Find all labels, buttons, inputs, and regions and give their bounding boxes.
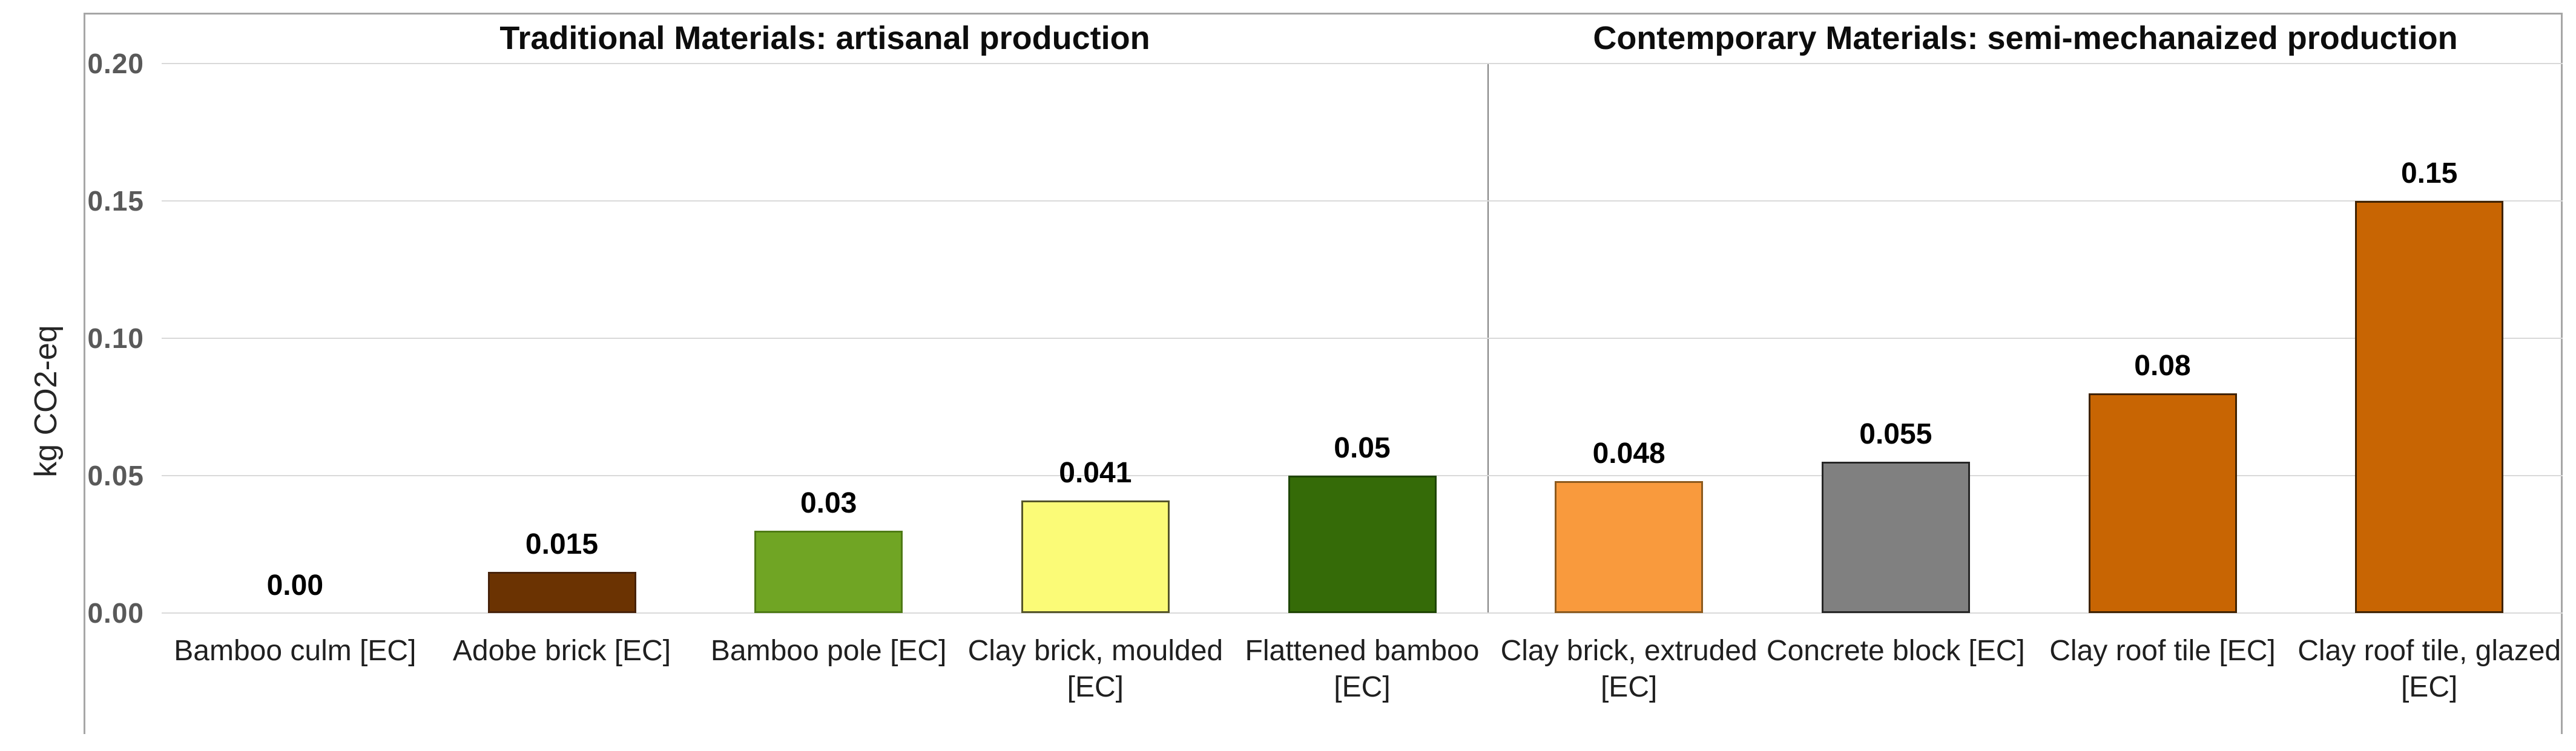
category-label: Clay brick, moulded [EC] — [962, 633, 1229, 706]
category-label-line: Clay roof tile, glazed — [2298, 635, 2561, 667]
category-label: Clay brick, extruded [EC] — [1495, 633, 1762, 706]
bar-contemporary-9 — [2355, 201, 2504, 613]
section-title-contemporary: Contemporary Materials: semi-mechanaized… — [1593, 20, 2458, 56]
category-label-line: [EC] — [1600, 671, 1658, 703]
gridline-0.20 — [162, 63, 2563, 64]
category-label-line: Adobe brick [EC] — [452, 635, 671, 667]
y-axis-title: kg CO2-eq — [28, 325, 64, 477]
category-label: Concrete block [EC] — [1762, 633, 2029, 669]
category-label-line: Bamboo pole [EC] — [710, 635, 947, 667]
bar-value-label: 0.041 — [1059, 456, 1132, 489]
category-label: Adobe brick [EC] — [429, 633, 696, 669]
y-tick-label-0.05: 0.05 — [87, 460, 144, 491]
bar-traditional-3 — [754, 530, 903, 613]
chart-border-top — [84, 13, 2563, 15]
chart-border-right — [2561, 13, 2563, 734]
category-label-line: Flattened bamboo — [1245, 635, 1480, 667]
bar-traditional-4 — [1021, 500, 1170, 613]
bar-contemporary-8 — [2088, 393, 2237, 613]
category-label-line: Clay brick, extruded — [1500, 635, 1757, 667]
gridline-0.15 — [162, 200, 2563, 202]
bar-contemporary-7 — [1821, 462, 1970, 613]
bar-contemporary-6 — [1555, 481, 1704, 613]
bar-value-label: 0.015 — [525, 528, 599, 560]
category-label-line: [EC] — [2400, 671, 2458, 703]
bar-value-label: 0.00 — [266, 569, 324, 602]
category-label-line: [EC] — [1334, 671, 1391, 703]
category-label: Bamboo pole [EC] — [695, 633, 962, 669]
bar-value-label: 0.08 — [2134, 349, 2191, 382]
category-label-line: [EC] — [1067, 671, 1124, 703]
y-tick-label-0.20: 0.20 — [87, 48, 144, 79]
section-title-traditional: Traditional Materials: artisanal product… — [499, 20, 1150, 56]
y-tick-label-0.10: 0.10 — [87, 323, 144, 354]
gridline-0.10 — [162, 338, 2563, 339]
gridline-0.00 — [162, 612, 2563, 614]
bar-value-label: 0.048 — [1592, 438, 1665, 470]
chart-border-left — [84, 13, 85, 734]
y-tick-label-0.15: 0.15 — [87, 185, 144, 217]
category-label: Clay roof tile [EC] — [2029, 633, 2296, 669]
category-label-line: Clay brick, moulded — [967, 635, 1224, 667]
category-label: Clay roof tile, glazed [EC] — [2296, 633, 2563, 706]
bar-traditional-5 — [1288, 476, 1437, 613]
bar-value-label: 0.05 — [1334, 432, 1391, 464]
bar-value-label: 0.15 — [2400, 157, 2458, 189]
y-tick-label-0.00: 0.00 — [87, 597, 144, 629]
bar-value-label: 0.03 — [800, 487, 857, 519]
category-label-line: Concrete block [EC] — [1766, 635, 2025, 667]
bar-value-label: 0.055 — [1859, 418, 1932, 451]
category-label: Bamboo culm [EC] — [162, 633, 429, 669]
category-label-line: Clay roof tile [EC] — [2049, 635, 2276, 667]
bar-traditional-2 — [487, 571, 636, 613]
category-label-line: Bamboo culm [EC] — [174, 635, 417, 667]
category-label: Flattened bamboo [EC] — [1229, 633, 1496, 706]
